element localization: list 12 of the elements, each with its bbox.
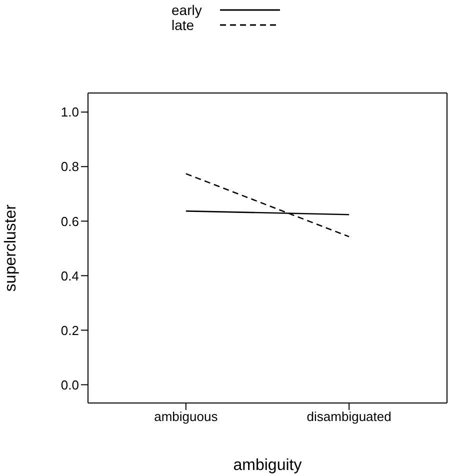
y-tick-label: 0.4: [60, 268, 79, 284]
y-axis-title: supercluster: [2, 204, 20, 292]
legend-label: early: [172, 2, 203, 18]
y-tick-label: 0.2: [60, 322, 79, 338]
x-tick-label: ambiguous: [154, 409, 218, 424]
y-tick-label: 0.6: [60, 214, 79, 229]
y-tick-label: 1.0: [60, 104, 79, 120]
x-axis-title: ambiguity: [233, 457, 302, 474]
x-tick-label: disambiguated: [306, 409, 392, 424]
y-tick-label: 0.8: [60, 159, 79, 174]
legend-label: late: [172, 16, 194, 32]
y-tick-label: 0.0: [60, 377, 79, 392]
